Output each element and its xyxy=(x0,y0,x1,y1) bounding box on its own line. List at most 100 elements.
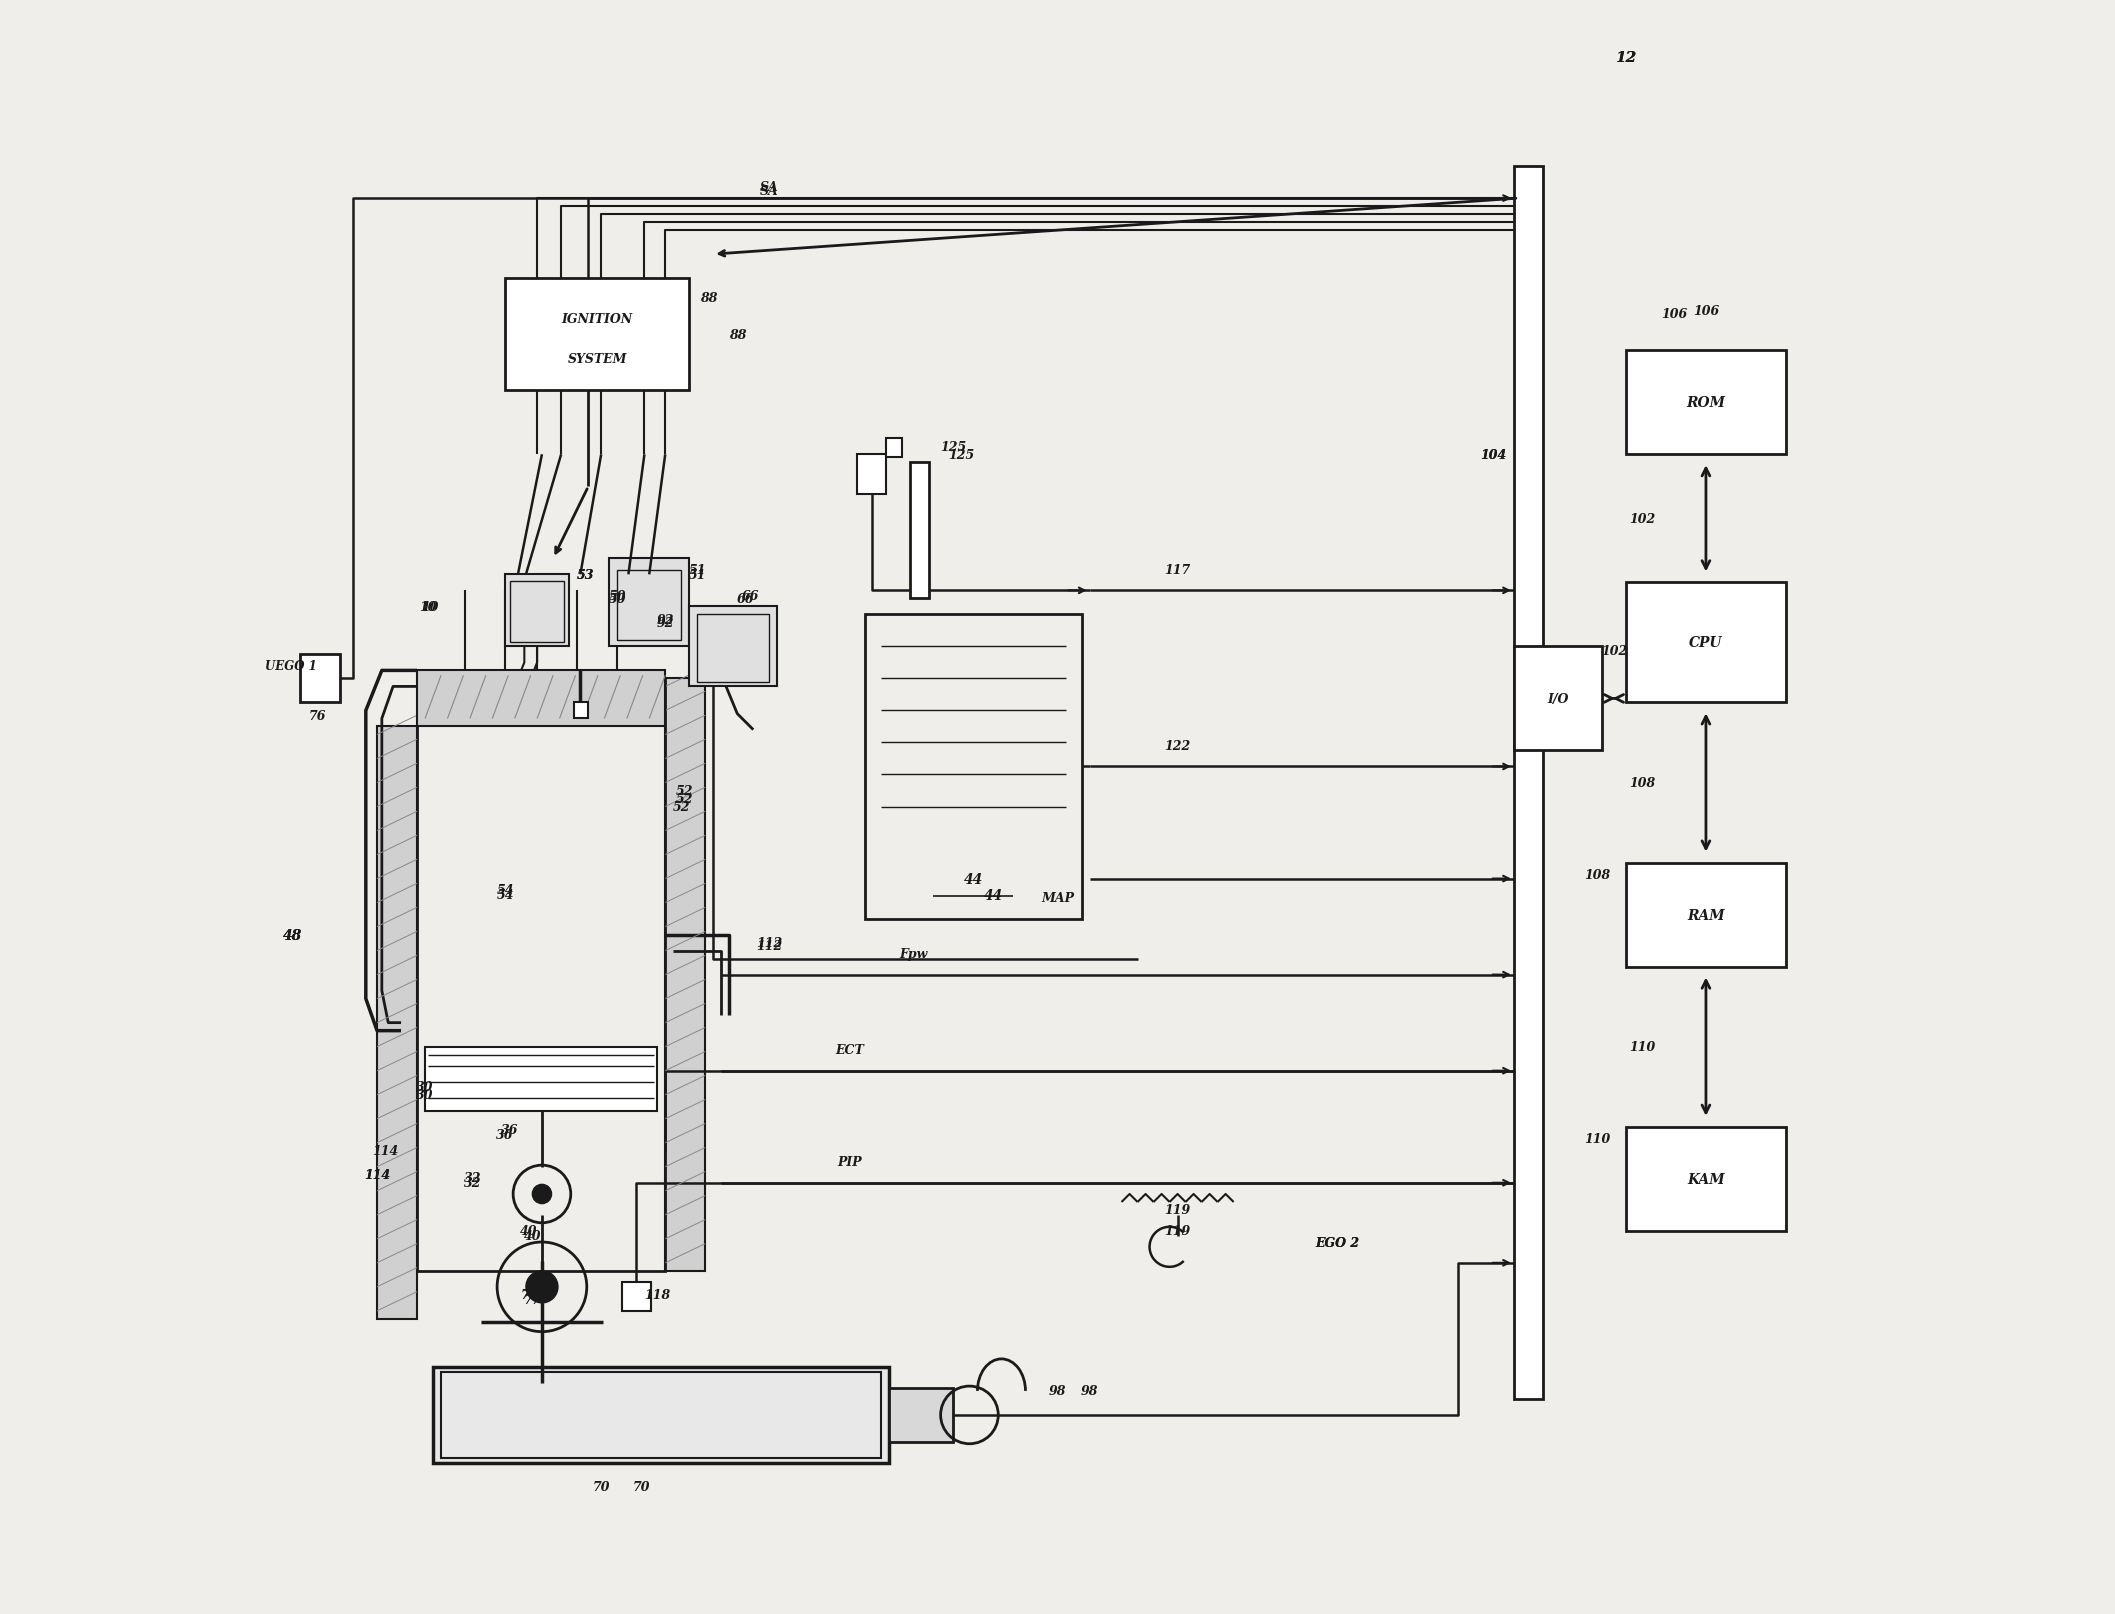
Text: 53: 53 xyxy=(577,568,594,581)
Text: I/O: I/O xyxy=(1548,692,1569,705)
Text: 98: 98 xyxy=(1049,1385,1066,1398)
Text: KAM: KAM xyxy=(1688,1172,1724,1186)
Text: 40: 40 xyxy=(520,1225,537,1238)
Text: 70: 70 xyxy=(632,1480,649,1493)
Text: 54: 54 xyxy=(497,889,514,902)
Bar xyxy=(434,1367,890,1462)
Text: 108: 108 xyxy=(1584,868,1610,881)
Bar xyxy=(1514,647,1601,751)
Circle shape xyxy=(527,1272,558,1302)
Text: 48: 48 xyxy=(283,928,302,943)
Text: UEGO 1: UEGO 1 xyxy=(264,660,317,673)
Text: 50: 50 xyxy=(609,592,626,605)
Text: 32: 32 xyxy=(465,1177,482,1190)
Bar xyxy=(1626,350,1785,455)
Bar xyxy=(909,463,928,599)
Text: MAP: MAP xyxy=(1041,891,1074,905)
Bar xyxy=(618,570,681,641)
Text: 10: 10 xyxy=(419,600,438,613)
Text: 44: 44 xyxy=(964,872,983,886)
Bar xyxy=(300,655,341,704)
Bar xyxy=(1514,166,1542,1399)
Bar xyxy=(698,615,770,683)
Text: 44: 44 xyxy=(983,888,1003,902)
Text: SA: SA xyxy=(759,184,778,197)
Bar xyxy=(345,95,1457,1495)
Text: 48: 48 xyxy=(283,928,302,943)
Text: 92: 92 xyxy=(656,613,675,626)
Text: 54: 54 xyxy=(497,884,514,897)
Bar xyxy=(1626,583,1785,704)
Text: ROM: ROM xyxy=(1686,395,1726,410)
Text: 114: 114 xyxy=(372,1144,398,1157)
Text: 112: 112 xyxy=(757,939,783,952)
Bar xyxy=(865,615,1081,918)
Bar xyxy=(689,607,778,688)
Bar xyxy=(890,1388,954,1443)
Bar xyxy=(505,575,569,647)
Text: 51: 51 xyxy=(689,568,706,581)
Bar xyxy=(376,631,721,1367)
Text: 36: 36 xyxy=(497,1128,514,1141)
Text: 51: 51 xyxy=(689,563,706,576)
Text: 119: 119 xyxy=(1165,1225,1191,1238)
Text: 114: 114 xyxy=(364,1169,389,1181)
Bar xyxy=(510,581,565,642)
Text: 125: 125 xyxy=(941,441,967,454)
Bar xyxy=(666,679,704,1272)
Text: 88: 88 xyxy=(700,292,717,305)
Text: PIP: PIP xyxy=(838,1156,861,1169)
Text: CPU: CPU xyxy=(1690,636,1724,650)
Bar xyxy=(1497,95,1825,1495)
Text: 114: 114 xyxy=(364,1169,389,1181)
Bar xyxy=(376,726,417,1319)
Text: RAM: RAM xyxy=(1688,909,1724,922)
Bar xyxy=(857,455,886,495)
Text: 98: 98 xyxy=(1081,1385,1098,1398)
Text: 52: 52 xyxy=(673,801,689,813)
Bar xyxy=(425,1047,658,1110)
Text: 92: 92 xyxy=(656,617,675,629)
Bar xyxy=(417,671,666,726)
Circle shape xyxy=(533,1185,552,1204)
Bar xyxy=(417,679,666,1272)
Text: 125: 125 xyxy=(948,449,975,462)
Text: IGNITION: IGNITION xyxy=(563,313,632,326)
Text: 122: 122 xyxy=(1165,739,1191,752)
Text: 12: 12 xyxy=(1616,52,1637,65)
Text: SYSTEM: SYSTEM xyxy=(567,352,626,365)
Bar xyxy=(1626,1127,1785,1231)
Text: ECT: ECT xyxy=(835,1044,863,1057)
Text: 88: 88 xyxy=(728,329,747,342)
Text: 77: 77 xyxy=(520,1288,537,1301)
Text: 52: 52 xyxy=(675,784,694,797)
Bar xyxy=(573,704,588,718)
Bar xyxy=(442,1372,882,1457)
Text: 110: 110 xyxy=(1584,1133,1610,1146)
Text: 30: 30 xyxy=(417,1080,434,1094)
Text: 76: 76 xyxy=(309,709,326,723)
Text: 104: 104 xyxy=(1480,449,1506,462)
Text: 36: 36 xyxy=(501,1123,518,1136)
Text: 66: 66 xyxy=(742,589,759,602)
Text: 119: 119 xyxy=(1165,1204,1191,1217)
Text: 32: 32 xyxy=(465,1172,482,1185)
Bar xyxy=(622,1282,651,1311)
Text: 50: 50 xyxy=(609,589,626,602)
Bar xyxy=(505,279,689,391)
Text: EGO 2: EGO 2 xyxy=(1316,1236,1360,1249)
Text: 70: 70 xyxy=(592,1480,609,1493)
Text: 108: 108 xyxy=(1629,776,1656,789)
Text: 112: 112 xyxy=(757,936,783,949)
Text: 77: 77 xyxy=(525,1293,541,1306)
Bar xyxy=(609,558,689,647)
Text: 66: 66 xyxy=(736,592,755,605)
Text: 53: 53 xyxy=(577,568,594,581)
Text: 106: 106 xyxy=(1660,308,1688,321)
Text: 12: 12 xyxy=(1616,52,1637,65)
Text: 106: 106 xyxy=(1692,305,1719,318)
Text: 102: 102 xyxy=(1601,644,1626,657)
Text: EGO 2: EGO 2 xyxy=(1316,1236,1360,1249)
Bar xyxy=(886,439,903,458)
Text: 10: 10 xyxy=(421,600,438,613)
